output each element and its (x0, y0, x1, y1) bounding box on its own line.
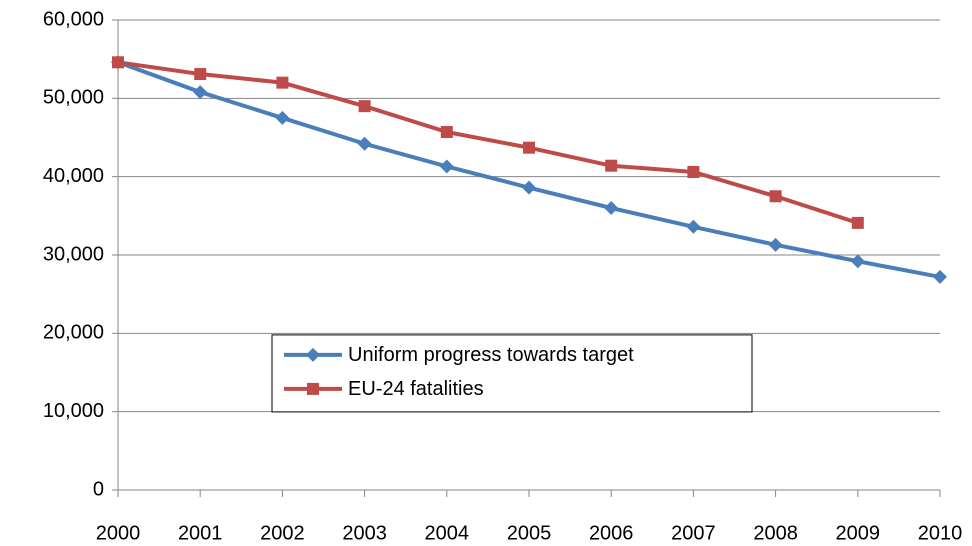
x-tick-label: 2009 (836, 522, 881, 544)
marker (193, 85, 208, 100)
y-tick-label: 40,000 (43, 165, 104, 187)
x-tick-label: 2006 (589, 522, 634, 544)
x-tick-label: 2008 (753, 522, 798, 544)
legend-label: EU-24 fatalities (348, 378, 484, 400)
x-tick-label: 2010 (918, 522, 963, 544)
y-tick-label: 50,000 (43, 87, 104, 109)
marker (686, 219, 701, 234)
marker (850, 254, 865, 269)
y-tick-label: 20,000 (43, 322, 104, 344)
series-line (117, 60, 941, 279)
x-tick-label: 2002 (260, 522, 305, 544)
y-tick-label: 10,000 (43, 400, 104, 422)
y-tick-label: 30,000 (43, 243, 104, 265)
x-tick-label: 2007 (671, 522, 716, 544)
legend-label: Uniform progress towards target (348, 344, 634, 366)
series-line (117, 60, 859, 225)
marker (307, 382, 319, 395)
marker (523, 141, 535, 154)
marker (357, 136, 372, 151)
marker (275, 110, 290, 125)
marker (769, 190, 782, 203)
marker (933, 269, 947, 284)
y-tick-label: 60,000 (43, 8, 104, 30)
marker (358, 100, 371, 113)
x-tick-label: 2005 (507, 522, 552, 544)
marker (439, 159, 454, 174)
x-tick-label: 2001 (178, 522, 223, 544)
marker (306, 347, 320, 362)
legend-box (271, 334, 753, 413)
marker (522, 180, 536, 195)
marker (768, 237, 783, 252)
marker (605, 159, 618, 172)
y-tick-label: 0 (93, 478, 104, 500)
marker (112, 56, 124, 69)
marker (687, 165, 700, 178)
marker (276, 76, 289, 89)
marker (604, 201, 619, 215)
marker (851, 216, 864, 229)
marker (194, 68, 207, 81)
marker (440, 126, 453, 139)
x-tick-label: 2003 (342, 522, 387, 544)
x-tick-label: 2004 (425, 522, 470, 544)
x-tick-label: 2000 (96, 522, 141, 544)
